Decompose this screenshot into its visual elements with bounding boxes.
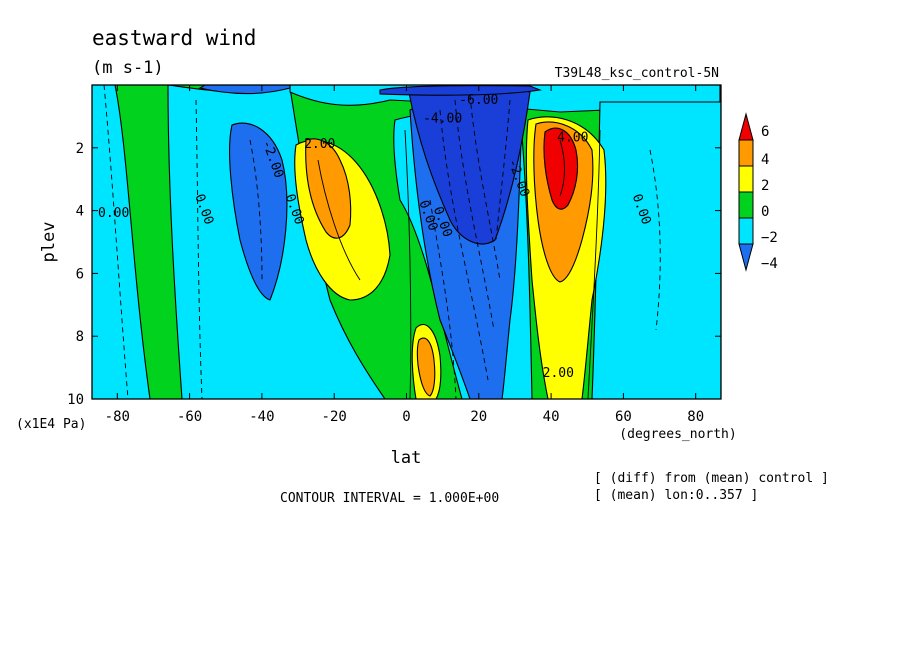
colorbar-label: 0	[761, 204, 769, 220]
plot-field	[92, 85, 721, 399]
experiment-label: T39L48_ksc_control-5N	[555, 66, 719, 81]
colorbar-label: −4	[761, 256, 778, 272]
contour-label: 4.00	[557, 131, 588, 146]
colorbar-label: −2	[761, 230, 778, 246]
contour-interval: CONTOUR INTERVAL = 1.000E+00	[280, 491, 499, 506]
contour-line	[587, 129, 601, 399]
contour-line	[469, 94, 501, 281]
note-diff: [ (diff) from (mean) control ]	[594, 471, 829, 486]
x-tick-label: 40	[543, 409, 560, 425]
orange-sh	[305, 138, 352, 239]
x-axis-unit: (degrees_north)	[619, 427, 736, 442]
colorbar-label: 2	[761, 178, 769, 194]
colorbar-label: 6	[761, 124, 769, 140]
band-cyan-east	[591, 101, 721, 399]
units-label: (m s-1)	[92, 58, 164, 78]
colorbar-segment	[738, 165, 754, 193]
y-tick-label: 4	[76, 204, 84, 220]
x-tick-label: 80	[687, 409, 704, 425]
contour-line	[454, 99, 495, 331]
x-axis-label: lat	[391, 448, 422, 468]
contour-line	[317, 159, 361, 281]
colorbar-segment	[738, 217, 754, 245]
y-axis-label: plev	[39, 222, 59, 263]
y-axis-unit: (x1E4 Pa)	[16, 417, 86, 432]
colorbar-segment	[738, 191, 754, 219]
contour-label: -4.00	[423, 112, 462, 127]
x-tick-label: -20	[322, 409, 347, 425]
x-tick-label: 20	[470, 409, 487, 425]
y-tick-label: 8	[76, 329, 84, 345]
x-tick-label: 60	[615, 409, 632, 425]
contour-line	[559, 139, 565, 197]
contour-label: 0.00	[98, 206, 129, 221]
navy-top-band	[379, 85, 543, 96]
chart-title: eastward wind	[92, 26, 256, 50]
contour-line	[195, 99, 203, 399]
note-mean: [ (mean) lon:0..357 ]	[594, 488, 758, 503]
red-nh	[543, 127, 579, 210]
orange-trop	[416, 337, 436, 397]
contour-line	[404, 129, 412, 399]
contour-line	[429, 199, 457, 399]
contour-line	[103, 85, 129, 399]
blue-top	[198, 85, 291, 95]
colorbar-segment	[738, 112, 754, 141]
y-tick-label: 2	[76, 141, 84, 157]
contour-line	[249, 139, 263, 281]
blue-sh	[229, 122, 288, 301]
band-cyan-west	[92, 85, 151, 399]
x-tick-label: -60	[177, 409, 202, 425]
contour-line	[649, 149, 661, 331]
x-tick-label: 0	[402, 409, 410, 425]
contour-line	[495, 99, 511, 241]
colorbar-segment	[738, 243, 754, 272]
contour-label: 2.00	[304, 137, 335, 152]
x-tick-label: -80	[105, 409, 130, 425]
colorbar-segment	[738, 139, 754, 167]
contour-line	[439, 109, 489, 381]
contour-label: -6.00	[459, 93, 498, 108]
x-tick-label: -40	[249, 409, 274, 425]
y-tick-label: 10	[67, 392, 84, 408]
contour-label: 2.00	[543, 366, 574, 381]
colorbar-label: 4	[761, 152, 769, 168]
y-tick-label: 6	[76, 266, 84, 282]
